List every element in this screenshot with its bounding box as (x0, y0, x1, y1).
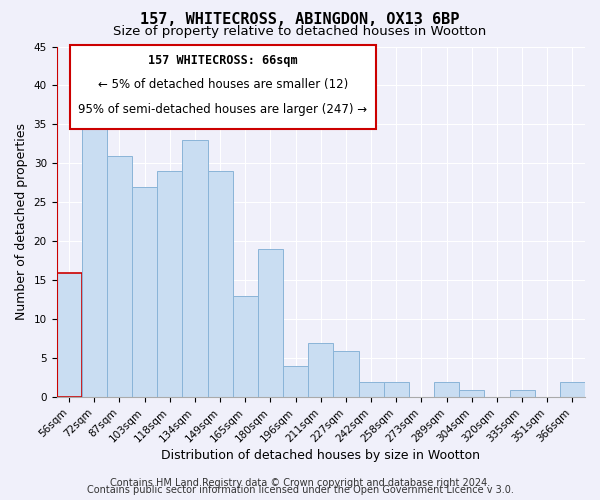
Bar (82, 116, 107, 398)
Bar (383, 382, 409, 398)
X-axis label: Distribution of detached houses by size in Wootton: Distribution of detached houses by size … (161, 450, 480, 462)
Bar (560, 382, 585, 398)
Bar (233, 296, 258, 398)
Text: Contains public sector information licensed under the Open Government Licence v : Contains public sector information licen… (86, 485, 514, 495)
Bar (459, 390, 484, 398)
Bar (107, 156, 132, 398)
Bar (157, 172, 182, 398)
Text: ← 5% of detached houses are smaller (12): ← 5% of detached houses are smaller (12) (98, 78, 348, 91)
Bar (208, 172, 233, 398)
Bar (56, 272, 82, 398)
Text: 95% of semi-detached houses are larger (247) →: 95% of semi-detached houses are larger (… (79, 102, 368, 116)
Text: 157 WHITECROSS: 66sqm: 157 WHITECROSS: 66sqm (148, 54, 298, 66)
Text: Contains HM Land Registry data © Crown copyright and database right 2024.: Contains HM Land Registry data © Crown c… (110, 478, 490, 488)
Bar (182, 140, 208, 398)
Bar (283, 366, 308, 398)
FancyBboxPatch shape (70, 44, 376, 129)
Bar (334, 350, 359, 398)
Text: 157, WHITECROSS, ABINGDON, OX13 6BP: 157, WHITECROSS, ABINGDON, OX13 6BP (140, 12, 460, 28)
Text: Size of property relative to detached houses in Wootton: Size of property relative to detached ho… (113, 25, 487, 38)
Y-axis label: Number of detached properties: Number of detached properties (15, 124, 28, 320)
Bar (359, 382, 383, 398)
Bar (434, 382, 459, 398)
Bar (308, 343, 334, 398)
Bar (132, 187, 157, 398)
Bar (258, 249, 283, 398)
Bar (509, 390, 535, 398)
